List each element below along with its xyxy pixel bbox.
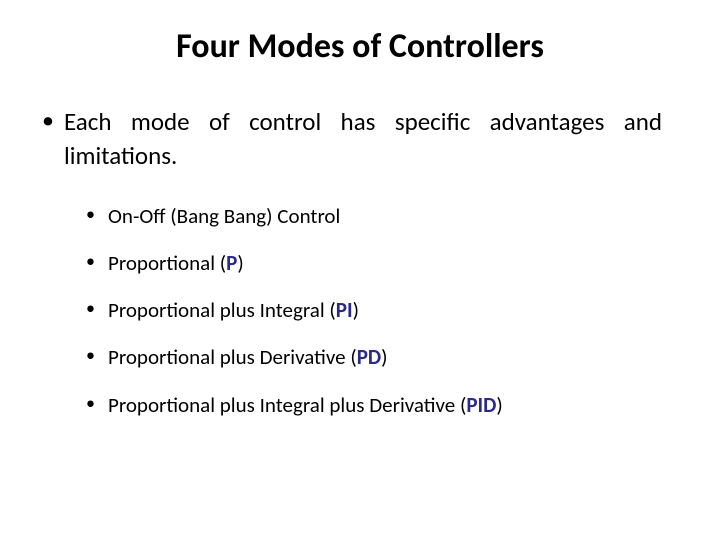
mode-prefix: Proportional plus Integral plus Derivati…	[108, 392, 466, 418]
mode-abbrev: PD	[357, 344, 381, 370]
mode-abbrev: PI	[336, 297, 353, 323]
mode-item-3: Proportional plus Derivative (PD)	[108, 344, 690, 371]
slide: Four Modes of Controllers Each mode of c…	[0, 0, 720, 540]
intro-bullet-list: Each mode of control has specific advant…	[30, 105, 690, 173]
mode-prefix: Proportional (	[108, 250, 226, 276]
mode-item-1: Proportional (P)	[108, 250, 690, 277]
mode-abbrev: P	[226, 250, 237, 276]
mode-item-2: Proportional plus Integral (PI)	[108, 297, 690, 324]
intro-bullet: Each mode of control has specific advant…	[64, 105, 690, 173]
mode-text: On-Off (Bang Bang) Control	[108, 203, 340, 229]
mode-item-4: Proportional plus Integral plus Derivati…	[108, 392, 690, 419]
mode-suffix: )	[237, 250, 243, 276]
slide-title: Four Modes of Controllers	[30, 26, 690, 67]
mode-prefix: Proportional plus Integral (	[108, 297, 336, 323]
modes-list: On-Off (Bang Bang) Control Proportional …	[30, 203, 690, 419]
mode-prefix: Proportional plus Derivative (	[108, 344, 357, 370]
mode-abbrev: PID	[466, 392, 496, 418]
mode-suffix: )	[496, 392, 502, 418]
mode-suffix: )	[353, 297, 359, 323]
mode-item-0: On-Off (Bang Bang) Control	[108, 203, 690, 230]
mode-suffix: )	[381, 344, 387, 370]
